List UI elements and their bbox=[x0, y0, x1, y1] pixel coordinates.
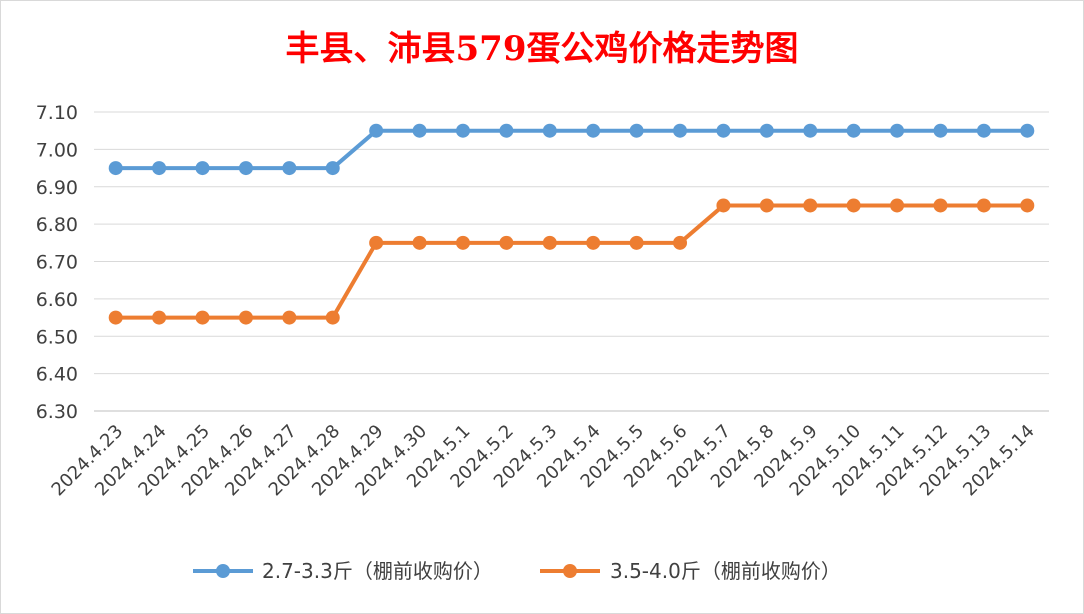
series-1-point bbox=[325, 161, 340, 176]
series-1-point bbox=[1020, 123, 1035, 138]
series-2-point bbox=[716, 198, 731, 213]
series-2-point bbox=[108, 310, 123, 325]
series-1-point bbox=[369, 123, 384, 138]
series-2-point bbox=[890, 198, 905, 213]
legend-marker-series-1 bbox=[216, 564, 230, 578]
series-1-point bbox=[933, 123, 948, 138]
series-2-point bbox=[586, 235, 601, 250]
series-1-point bbox=[108, 161, 123, 176]
legend: 2.7-3.3斤（棚前收购价） 3.5-4.0斤（棚前收购价） bbox=[193, 559, 841, 583]
series-1-point bbox=[282, 161, 297, 176]
y-tick-label: 7.10 bbox=[36, 102, 78, 124]
series-1-line bbox=[113, 128, 1030, 171]
series-2-point bbox=[238, 310, 253, 325]
legend-marker-series-2 bbox=[563, 564, 577, 578]
series-2-point bbox=[629, 235, 644, 250]
series-2-point bbox=[1020, 198, 1035, 213]
series-2-point bbox=[499, 235, 514, 250]
series-1-point bbox=[890, 123, 905, 138]
series-2-point bbox=[369, 235, 384, 250]
y-tick-label: 6.30 bbox=[36, 401, 78, 423]
gridlines bbox=[94, 111, 1049, 412]
y-tick-label: 7.00 bbox=[36, 139, 78, 161]
y-tick-label: 6.50 bbox=[36, 326, 78, 348]
series-2-line bbox=[113, 203, 1030, 320]
series-2-point bbox=[542, 235, 557, 250]
series-1-point bbox=[629, 123, 644, 138]
y-tick-label: 6.70 bbox=[36, 252, 78, 274]
y-tick-label: 6.40 bbox=[36, 364, 78, 386]
series-2-point bbox=[846, 198, 861, 213]
legend-label-series-1: 2.7-3.3斤（棚前收购价） bbox=[262, 559, 493, 583]
series-1-point bbox=[846, 123, 861, 138]
series-1-point bbox=[412, 123, 427, 138]
series-2-point bbox=[195, 310, 210, 325]
x-axis-ticks: 2024.4.232024.4.242024.4.252024.4.262024… bbox=[48, 421, 1039, 501]
series-1-point bbox=[499, 123, 514, 138]
series-2-point bbox=[412, 235, 427, 250]
series-2-point bbox=[803, 198, 818, 213]
y-tick-label: 6.80 bbox=[36, 214, 78, 236]
series-2-point bbox=[759, 198, 774, 213]
series-1-point bbox=[455, 123, 470, 138]
series-1-point bbox=[673, 123, 688, 138]
series-2-point bbox=[282, 310, 297, 325]
series-2-point bbox=[933, 198, 948, 213]
series-group bbox=[108, 123, 1035, 325]
series-2-point bbox=[976, 198, 991, 213]
series-1-point bbox=[976, 123, 991, 138]
series-1-point bbox=[586, 123, 601, 138]
series-2-point bbox=[673, 235, 688, 250]
series-2-point bbox=[455, 235, 470, 250]
series-1-point bbox=[152, 161, 167, 176]
y-tick-label: 6.60 bbox=[36, 289, 78, 311]
y-axis-ticks: 7.10 7.00 6.90 6.80 6.70 6.60 6.50 6.40 6.30 bbox=[36, 102, 78, 423]
series-1-point bbox=[542, 123, 557, 138]
chart-title: 丰县、沛县579蛋公鸡价格走势图 bbox=[286, 29, 799, 69]
series-1-point bbox=[716, 123, 731, 138]
series-1-point bbox=[803, 123, 818, 138]
series-2-point bbox=[152, 310, 167, 325]
legend-label-series-2: 3.5-4.0斤（棚前收购价） bbox=[610, 559, 841, 583]
series-1-point bbox=[195, 161, 210, 176]
series-2-point bbox=[325, 310, 340, 325]
series-1-point bbox=[238, 161, 253, 176]
series-1-point bbox=[759, 123, 774, 138]
y-tick-label: 6.90 bbox=[36, 177, 78, 199]
